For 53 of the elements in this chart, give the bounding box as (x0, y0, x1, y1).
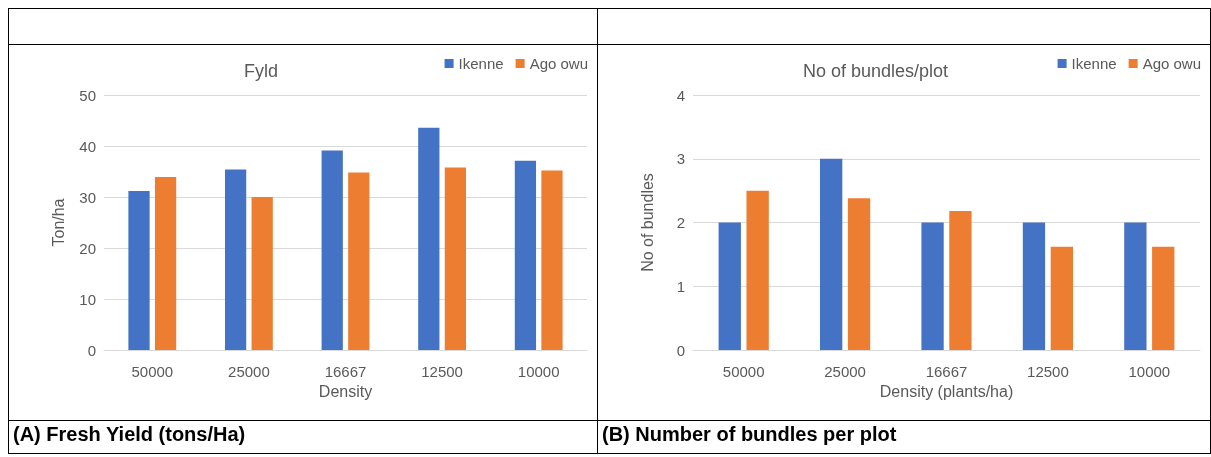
y-tick-label: 3 (676, 150, 685, 168)
legend-label: Ikenne (458, 55, 504, 72)
legend-label: Ago owu (529, 55, 588, 72)
y-tick-label: 0 (676, 341, 685, 359)
legend-label: Ikenne (1071, 55, 1117, 72)
x-tick-label: 12500 (421, 363, 463, 380)
x-axis-title: Density (318, 383, 373, 401)
x-tick-label: 50000 (131, 363, 174, 380)
bar (718, 222, 741, 350)
bar (444, 167, 467, 350)
x-tick-label: 10000 (517, 363, 560, 380)
bar (224, 169, 247, 350)
x-axis-title: Density (plants/ha) (879, 383, 1014, 401)
x-tick-label: 12500 (1027, 363, 1069, 380)
y-tick-label: 30 (79, 188, 96, 206)
x-tick-label: 16667 (925, 363, 968, 380)
chart-title: No of bundles/plot (803, 61, 949, 81)
y-tick-label: 50 (79, 86, 96, 104)
x-tick-label: 10000 (1128, 363, 1171, 380)
bar (348, 172, 370, 350)
x-tick-label: 50000 (722, 363, 765, 380)
bar (514, 160, 537, 350)
y-tick-label: 40 (79, 137, 96, 155)
bar (418, 127, 440, 350)
chart-title: Fyld (244, 61, 279, 81)
legend-label: Ago owu (1142, 55, 1201, 72)
bar (321, 150, 343, 350)
text: (B) Number of bundles per plot (597, 420, 1211, 454)
bar (1124, 222, 1147, 350)
bar (1050, 246, 1073, 350)
y-tick-label: 20 (79, 239, 96, 257)
bar (1152, 246, 1175, 350)
bar (746, 190, 769, 350)
bar (541, 170, 563, 350)
bar (251, 197, 273, 350)
y-axis-title: No of bundles (638, 173, 656, 272)
x-tick-label: 25000 (824, 363, 866, 380)
bar (847, 198, 871, 350)
bar (1022, 222, 1046, 350)
y-tick-label: 1 (676, 277, 685, 295)
y-tick-label: 0 (87, 341, 96, 359)
y-tick-label: 10 (79, 290, 96, 308)
y-axis-title: Ton/ha (49, 198, 67, 247)
x-tick-label: 16667 (324, 363, 367, 380)
bar (820, 158, 843, 350)
x-tick-label: 25000 (228, 363, 270, 380)
bar (154, 177, 177, 350)
bar (128, 190, 150, 350)
text: (A) Fresh Yield (tons/Ha) (8, 420, 598, 454)
bar (949, 211, 972, 350)
bar (921, 222, 944, 350)
y-tick-label: 2 (676, 214, 685, 231)
y-tick-label: 4 (676, 86, 685, 104)
